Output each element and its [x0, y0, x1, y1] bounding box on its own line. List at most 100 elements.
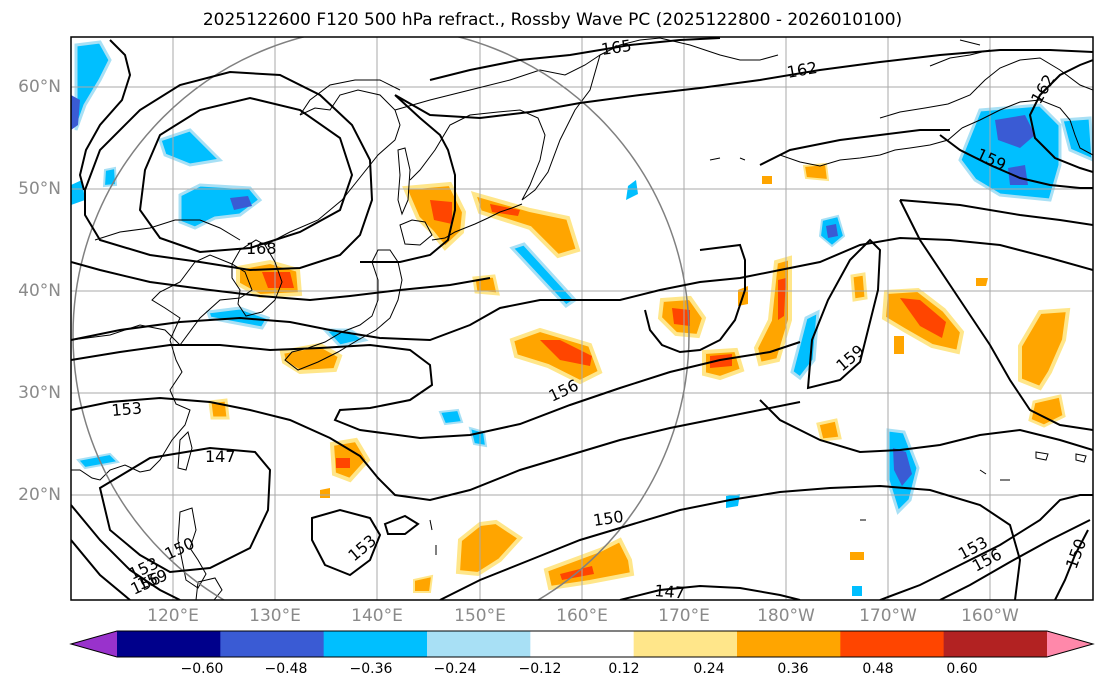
lat-label: 20°N [18, 485, 61, 505]
lon-label: 170°W [859, 606, 917, 626]
contour-150-west [71, 504, 181, 600]
contour-label: 153 [111, 398, 143, 420]
neg-patch-nw-small2 [71, 180, 85, 205]
pos-patch-small-h [816, 418, 842, 442]
coast-hawaii [1035, 451, 1087, 463]
graticule [71, 37, 1093, 600]
coast-asia-mainland [71, 254, 253, 481]
lat-label: 60°N [18, 77, 61, 97]
neg-patch-mid-pacific-c-core [893, 448, 912, 486]
colorbar-segment [220, 631, 325, 657]
pos-patch-small-l [413, 574, 434, 593]
lat-label: 30°N [18, 383, 61, 403]
colorbar-tick-label: 0.24 [693, 661, 725, 677]
neg-patch-ne-core [995, 115, 1035, 148]
contour-147-south [619, 584, 801, 600]
coast-east-siberia [599, 37, 779, 61]
coast-aleutians [709, 127, 963, 167]
contour-159-ne [939, 134, 1093, 189]
contours [71, 37, 1093, 600]
lon-label: 140°E [351, 606, 403, 626]
neg-patch-small-e [852, 586, 862, 596]
contour-label: 165 [600, 36, 633, 59]
contour-ne-top [1028, 59, 1093, 173]
contour-150-south [439, 484, 1022, 600]
contour-east-wave [899, 199, 1093, 431]
neg-patch-mid-pacific-b [790, 309, 820, 381]
coast-hokkaido [399, 219, 433, 246]
lon-label: 170°E [658, 606, 710, 626]
colorbar-segment [633, 631, 738, 657]
coast-russia-far-east [264, 89, 401, 246]
contour-nw-top [78, 39, 132, 191]
colorbar-extend-high [1047, 631, 1093, 657]
great-circle-outline [72, 37, 690, 600]
colorbar-tick-label: −0.24 [433, 661, 477, 677]
pos-patch-hokkaido-core [430, 200, 452, 224]
lon-label: 160°W [961, 606, 1019, 626]
colorbar-tick-label: 0.60 [946, 661, 978, 677]
colorbar-tick-label: −0.60 [180, 661, 224, 677]
contour-159-center [71, 236, 1093, 342]
coast-kamchatka [394, 53, 601, 201]
contour-168-loop [138, 96, 354, 254]
neg-patch-ne-right [1060, 116, 1093, 162]
coast-caroline-islands [429, 469, 1010, 555]
contour-label: 147 [654, 581, 686, 603]
colorbar-tick-label: 0.48 [862, 661, 894, 677]
contour-147-loop [98, 446, 272, 574]
colorbar-segment [840, 631, 945, 657]
neg-patch-nw-core [71, 95, 80, 130]
contour-156-east [939, 519, 1091, 600]
coast-philippines-south [195, 577, 223, 600]
pos-patch-small-i [802, 162, 830, 182]
map-frame-border [70, 36, 1094, 601]
neg-patch-mid-pacific-a-core [826, 224, 838, 238]
colorbar-segment [323, 631, 428, 657]
lon-label: 120°E [147, 606, 199, 626]
colorbar-segment [427, 631, 531, 657]
neg-patch-manchuria-core [230, 196, 252, 210]
contour-156 [71, 341, 801, 440]
lat-label: 40°N [18, 281, 61, 301]
pos-patch-mid-c-core [778, 278, 786, 320]
contour-162-west [71, 261, 491, 302]
contour-159-loop-east [806, 238, 882, 390]
colorbar-tick-label: 0.12 [608, 661, 640, 677]
contour-150-east [1054, 529, 1089, 600]
colorbar-tick-label: −0.48 [264, 661, 308, 677]
contour-165 [429, 37, 721, 81]
contour-label: 150 [592, 507, 625, 530]
pos-patch-mid-a-core [672, 308, 690, 326]
colorbar-segment [117, 631, 221, 657]
neg-patch-small-a [438, 408, 464, 426]
contour-small-loop [383, 514, 420, 535]
pos-patch-pacific-streak-core [540, 340, 592, 366]
neg-patch-nw-small [102, 166, 118, 188]
lat-label: 50°N [18, 179, 61, 199]
neg-patch-small-d [726, 494, 740, 508]
colorbar-outline [69, 630, 1095, 658]
colorbar-tick-label: −0.36 [349, 661, 393, 677]
coast-korea [231, 239, 283, 317]
pos-patch-small-j [762, 176, 772, 184]
pos-patch-korea-core [262, 272, 294, 288]
contour-mid-north [759, 129, 950, 166]
neg-patch-ne [958, 103, 1062, 202]
pos-patch-taiwan-east-core [336, 458, 350, 468]
pos-patch-small-o [850, 552, 864, 560]
pos-patch-small-n [894, 336, 904, 354]
coast-sakhalin [397, 147, 411, 216]
pos-patch-mid-b-core [710, 354, 732, 368]
pos-patch-east-a [1018, 307, 1071, 391]
pos-patch-small-k [976, 278, 988, 286]
coast-philippines [177, 507, 207, 589]
coast-alaska-peninsula [961, 99, 1093, 156]
pos-patch-kyushu [279, 342, 343, 375]
contour-153-east [879, 494, 1093, 600]
contour-162-north [360, 49, 1093, 263]
colorbar-segments [71, 631, 1093, 657]
map-panel: 165 162 162 159 168 159 156 153 147 150 … [70, 36, 1094, 603]
colorbar-segment [530, 631, 635, 657]
neg-patch-manchuria [178, 183, 263, 230]
